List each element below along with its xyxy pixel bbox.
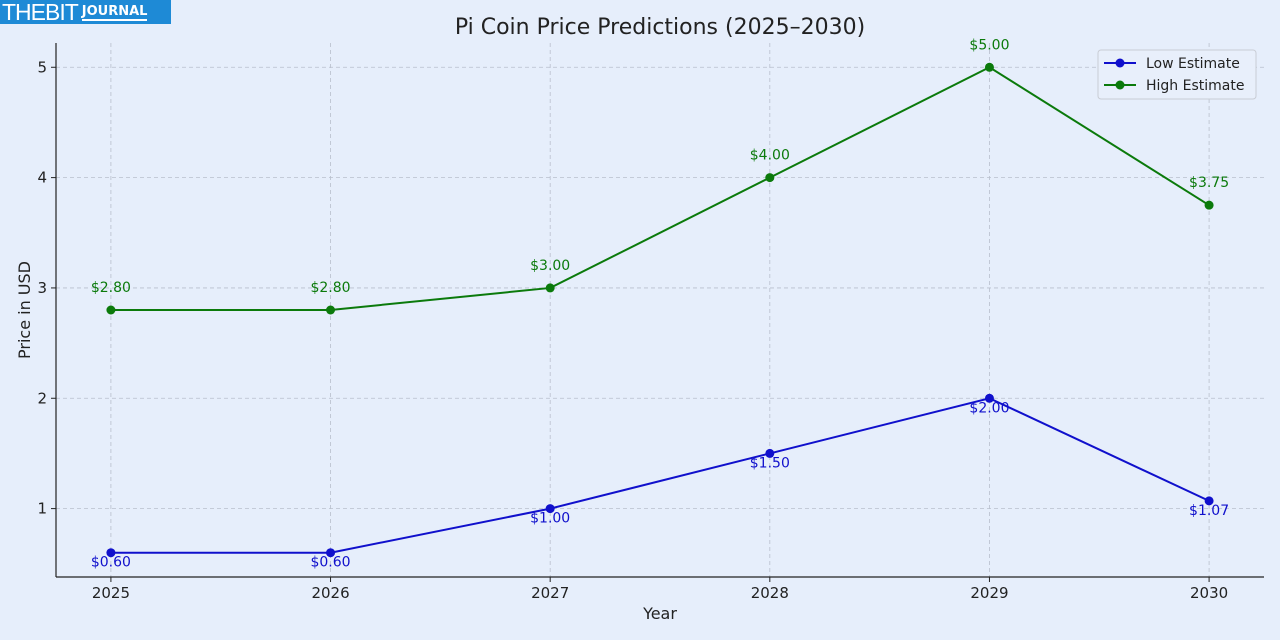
legend-label: High Estimate (1146, 78, 1244, 94)
data-point (765, 448, 775, 458)
series-line-low (110, 397, 1210, 554)
y-tick-label: 4 (37, 169, 47, 187)
logo-main-text: THEBIT (2, 0, 79, 25)
x-tick-label: 2029 (970, 584, 1008, 602)
y-axis-label: Price in USD (15, 261, 34, 359)
data-point (326, 305, 336, 315)
x-axis-label: Year (642, 604, 677, 623)
data-label: $5.00 (969, 37, 1009, 53)
data-point (106, 548, 116, 558)
data-label: $2.80 (91, 280, 131, 296)
y-tick-label: 1 (37, 500, 47, 518)
data-point (765, 173, 775, 183)
x-tick-label: 2026 (311, 584, 349, 602)
data-point (984, 393, 994, 403)
data-label: $4.00 (750, 148, 790, 164)
legend-marker (1115, 58, 1125, 68)
data-point (1204, 200, 1214, 210)
data-point (545, 504, 555, 514)
legend-box (1097, 49, 1257, 100)
logo-sub-text: JOURNAL (81, 3, 148, 21)
data-label: $1.00 (530, 511, 570, 527)
y-tick-label: 2 (37, 389, 47, 407)
data-label: $3.75 (1189, 175, 1229, 191)
data-point (326, 548, 336, 558)
y-tick-label: 3 (37, 279, 47, 297)
legend-label: Low Estimate (1146, 56, 1240, 72)
data-label: $3.00 (530, 258, 570, 274)
data-label: $2.80 (310, 280, 350, 296)
data-point (1204, 496, 1214, 506)
data-point (545, 283, 555, 293)
data-label: $2.00 (969, 400, 1009, 416)
x-tick-label: 2027 (531, 584, 569, 602)
data-label: $0.60 (91, 555, 131, 571)
y-tick-label: 5 (37, 58, 47, 76)
thebit-journal-logo: THEBIT JOURNAL (0, 0, 171, 25)
data-label: $0.60 (310, 555, 350, 571)
legend-marker (1115, 80, 1125, 90)
chart-title: Pi Coin Price Predictions (2025–2030) (455, 15, 865, 40)
data-label: $1.50 (750, 455, 790, 471)
x-tick-label: 2030 (1190, 584, 1228, 602)
data-point (106, 305, 116, 315)
data-point (984, 62, 994, 72)
x-tick-label: 2025 (92, 584, 130, 602)
data-label: $1.07 (1189, 503, 1229, 519)
x-tick-label: 2028 (751, 584, 789, 602)
series-line-high (110, 66, 1210, 311)
